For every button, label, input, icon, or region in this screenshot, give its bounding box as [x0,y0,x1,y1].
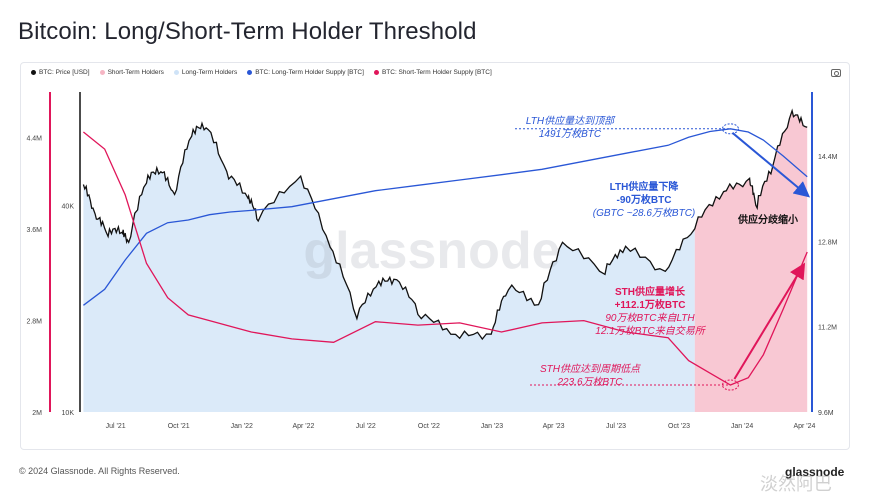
x-tick-label: Jul '21 [106,423,126,430]
legend-label-lth-supply: BTC: Long-Term Holder Supply [BTC] [255,69,364,76]
lth-supply-line [83,128,808,306]
legend-label-lth: Long-Term Holders [181,69,238,76]
price-line [82,108,808,341]
legend-item-lth-supply[interactable]: BTC: Long-Term Holder Supply [BTC] [247,69,364,76]
x-tick-label: Jan '22 [231,423,253,430]
legend-dot-price [31,70,36,75]
left-inner-tick-label: 10K [62,410,75,417]
x-tick-label: Apr '23 [543,423,565,430]
x-tick-label: Oct '22 [418,423,440,430]
legend-item-lth[interactable]: Long-Term Holders [173,69,238,76]
lth-top-label: LTH供应量达到顶部 [526,115,616,127]
lth-drop-label: LTH供应量下降 [610,180,680,193]
x-tick-label: Jan '23 [481,423,503,430]
legend-label-sth-supply: BTC: Short-Term Holder Supply [BTC] [381,69,492,76]
x-tick-label: Jul '23 [606,423,626,430]
left-outer-tick-label: 2M [32,410,42,417]
left-inner-tick-label: 40K [62,203,75,210]
legend-dot-sth [99,70,105,75]
lth-drop-value: -90万枚BTC [616,193,671,206]
sth-rise-arrow [733,262,806,380]
left-outer-tick-label: 2.8M [26,319,42,326]
sth-rise-note-2: 12.1万枚BTC来自交易所 [595,325,706,337]
sth-rise-label: STH供应量增长 [615,285,686,298]
legend-dot-lth [173,70,179,75]
legend-label-price: BTC: Price [USD] [39,69,90,76]
x-tick-label: Apr '22 [292,423,314,430]
glassnode-logo: glassnode [785,465,845,479]
lth-top-value: 1491万枚BTC [539,128,602,140]
camera-icon[interactable] [831,69,841,77]
legend-item-sth-supply[interactable]: BTC: Short-Term Holder Supply [BTC] [373,69,492,76]
x-tick-label: Jan '24 [731,423,753,430]
right-tick-label: 11.2M [818,325,837,332]
x-tick-label: Apr '24 [793,423,815,430]
lth-drop-note: (GBTC ~28.6万枚BTC) [593,207,696,219]
sth-low-marker [721,379,739,391]
right-tick-label: 12.8M [818,239,838,246]
left-outer-tick-label: 4.4M [26,136,42,143]
sth-fill-area [694,110,808,412]
sth-low-label: STH供应达到周期低点 [540,363,641,375]
lth-drop-arrow [731,132,811,198]
x-tick-label: Jul '22 [356,423,376,430]
divergence-label: 供应分歧缩小 [737,213,798,226]
left-outer-tick-label: 3.6M [26,227,42,234]
lth-fill-area [83,123,695,413]
right-tick-label: 14.4M [818,154,838,161]
chart-title: Bitcoin: Long/Short-Term Holder Threshol… [18,18,477,45]
x-tick-label: Oct '23 [668,423,690,430]
lth-top-marker [721,123,739,135]
x-tick-label: Oct '21 [168,423,190,430]
plot-watermark: glassnode [303,222,560,280]
legend-item-price[interactable]: BTC: Price [USD] [31,69,90,76]
legend-dot-lth-supply [247,70,253,75]
watermark-text: 淡然阿巴 [760,474,832,495]
sth-low-value: 223.6万枚BTC [556,376,623,388]
legend-dot-sth-supply [373,70,379,75]
sth-rise-note-1: 90万枚BTC来自LTH [605,312,695,324]
sth-supply-line [82,131,808,386]
copyright-footer: © 2024 Glassnode. All Rights Reserved. [19,466,180,476]
right-tick-label: 9.6M [818,410,834,417]
sth-rise-value: +112.1万枚BTC [615,298,686,311]
legend-label-sth: Short-Term Holders [107,69,164,76]
legend-item-sth[interactable]: Short-Term Holders [99,69,164,76]
legend: BTC: Price [USD] Short-Term Holders Long… [31,69,492,76]
